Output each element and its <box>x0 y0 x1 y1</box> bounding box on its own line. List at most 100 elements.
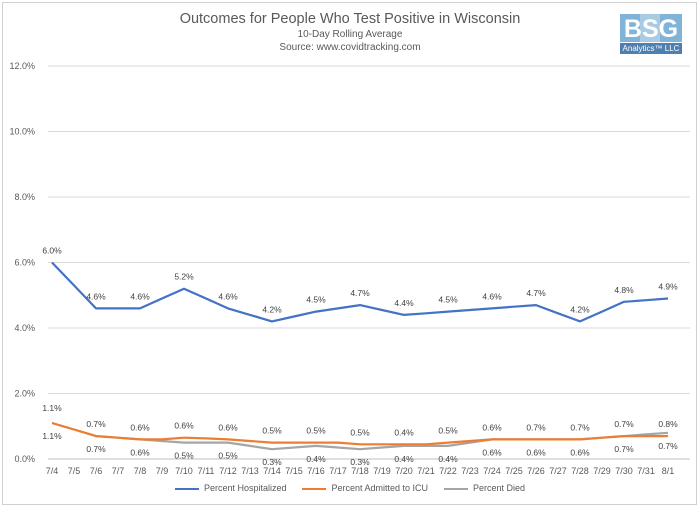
data-label: 0.6% <box>218 422 238 432</box>
data-label: 0.7% <box>86 419 106 429</box>
data-label: 4.5% <box>306 295 326 305</box>
legend-item: Percent Admitted to ICU <box>302 483 428 493</box>
data-label: 4.6% <box>482 291 502 301</box>
data-label: 0.3% <box>350 457 370 467</box>
data-label: 4.6% <box>218 291 238 301</box>
legend-label: Percent Hospitalized <box>203 483 287 493</box>
data-label: 0.6% <box>130 422 150 432</box>
data-label: 4.4% <box>394 298 414 308</box>
legend-swatch <box>302 487 327 490</box>
chart-title: Outcomes for People Who Test Positive in… <box>179 11 521 27</box>
x-tick-label: 7/23 <box>461 466 479 476</box>
data-label: 0.6% <box>174 421 194 431</box>
data-label: 0.8% <box>658 419 678 429</box>
x-tick-label: 8/1 <box>662 466 675 476</box>
x-tick-label: 7/13 <box>241 466 259 476</box>
legend-item: Percent Died <box>444 483 525 493</box>
data-label: 5.2% <box>174 272 194 282</box>
chart-header: Outcomes for People Who Test Positive in… <box>0 10 700 54</box>
data-label: 0.6% <box>526 447 546 457</box>
data-label: 0.7% <box>658 441 678 451</box>
data-label: 0.7% <box>614 444 634 454</box>
x-tick-label: 7/4 <box>46 466 59 476</box>
x-tick-label: 7/9 <box>156 466 169 476</box>
x-tick-label: 7/15 <box>285 466 303 476</box>
x-tick-label: 7/21 <box>417 466 435 476</box>
x-tick-label: 7/11 <box>198 466 215 476</box>
data-label: 4.2% <box>570 304 590 314</box>
legend-swatch <box>174 487 199 490</box>
legend-label: Percent Died <box>473 483 526 493</box>
data-labels: 6.0% 4.6% 4.6% 5.2% 4.6% 4.2% 4.5% 4.7% 4.4% 4.5%… <box>42 246 678 468</box>
chart-source: Source: www.covidtracking.com <box>279 42 421 53</box>
data-label: 0.7% <box>86 444 106 454</box>
y-axis: 0.0% 2.0% 4.0% 6.0% 8.0% 10.0% 12.0% <box>9 61 35 464</box>
x-tick-label: 7/6 <box>90 466 103 476</box>
data-label: 0.7% <box>526 422 546 432</box>
x-tick-label: 7/12 <box>219 466 237 476</box>
x-tick-label: 7/26 <box>527 466 545 476</box>
series-lines <box>51 261 669 451</box>
data-label: 4.5% <box>438 295 458 305</box>
legend-swatch <box>444 487 469 490</box>
data-label: 4.8% <box>614 285 634 295</box>
x-tick-label: 7/29 <box>593 466 611 476</box>
x-tick-label: 7/22 <box>439 466 457 476</box>
y-tick-label: 12.0% <box>9 61 35 71</box>
data-label: 0.4% <box>394 427 414 437</box>
data-label: 4.7% <box>350 288 370 298</box>
x-tick-label: 7/10 <box>175 466 193 476</box>
data-label: 0.3% <box>262 457 282 467</box>
data-label: 0.5% <box>174 451 194 461</box>
legend: Percent Hospitalized Percent Admitted to … <box>0 483 700 493</box>
logo-tagline: Analytics™ LLC <box>620 43 682 54</box>
data-label: 4.9% <box>658 282 678 292</box>
x-axis: 7/4 7/5 7/6 7/7 7/8 7/9 7/10 7/11 7/12 7/13 7/14 7/… <box>46 466 675 476</box>
x-tick-label: 7/16 <box>307 466 325 476</box>
x-tick-label: 7/20 <box>395 466 413 476</box>
data-label: 0.4% <box>394 454 414 464</box>
data-label: 0.4% <box>438 454 458 464</box>
data-label: 0.5% <box>306 426 326 436</box>
data-label: 4.6% <box>86 291 106 301</box>
x-tick-label: 7/8 <box>134 466 147 476</box>
data-label: 4.7% <box>526 288 546 298</box>
x-tick-label: 7/24 <box>483 466 501 476</box>
x-tick-label: 7/25 <box>505 466 523 476</box>
data-label: 4.2% <box>262 304 282 314</box>
data-label: 6.0% <box>42 246 62 256</box>
y-tick-label: 8.0% <box>14 192 35 202</box>
y-tick-label: 10.0% <box>9 127 35 137</box>
data-label: 0.6% <box>482 422 502 432</box>
data-label: 0.5% <box>350 427 370 437</box>
data-label: 0.6% <box>130 447 150 457</box>
y-tick-label: 2.0% <box>14 389 35 399</box>
x-tick-label: 7/17 <box>329 466 347 476</box>
bsg-analytics-logo: BSG Analytics™ LLC <box>620 14 682 56</box>
gridlines <box>48 65 690 460</box>
x-tick-label: 7/27 <box>549 466 567 476</box>
data-label: 0.5% <box>438 426 458 436</box>
y-tick-label: 0.0% <box>14 454 35 464</box>
data-label: 0.4% <box>306 454 326 464</box>
data-label: 1.1% <box>42 403 62 413</box>
x-tick-label: 7/30 <box>615 466 633 476</box>
logo-letters: BSG <box>620 14 682 43</box>
legend-label: Percent Admitted to ICU <box>331 483 429 493</box>
data-label: 0.7% <box>614 419 634 429</box>
data-label: 0.7% <box>570 422 590 432</box>
data-label: 0.6% <box>570 447 590 457</box>
y-tick-label: 4.0% <box>14 323 35 333</box>
series-line-0 <box>51 261 669 323</box>
x-tick-label: 7/28 <box>571 466 589 476</box>
x-tick-label: 7/7 <box>112 466 125 476</box>
data-label: 0.6% <box>482 447 502 457</box>
x-tick-label: 7/5 <box>68 466 81 476</box>
x-tick-label: 7/19 <box>373 466 391 476</box>
data-label: 0.5% <box>218 451 238 461</box>
series-line-1 <box>51 421 668 446</box>
data-label: 4.6% <box>130 291 150 301</box>
y-tick-label: 6.0% <box>14 258 35 268</box>
